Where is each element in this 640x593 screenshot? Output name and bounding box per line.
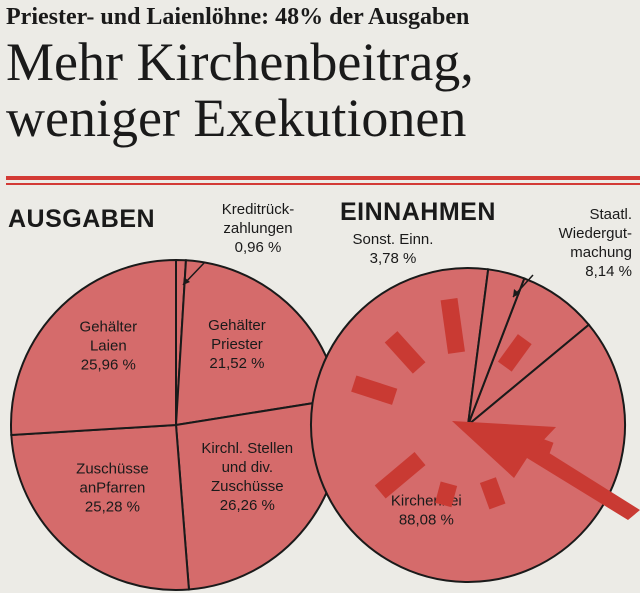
- burst-ray: [384, 331, 426, 374]
- ausgaben-slice-label-line: Priester: [211, 336, 263, 353]
- ausgaben-slice-label-line: 25,96 %: [81, 356, 136, 373]
- lbl-kredit-line: Kreditrück-: [221, 201, 295, 218]
- ausgaben-slice-label-line: 21,52 %: [209, 355, 264, 372]
- burst-ray: [497, 334, 532, 372]
- headline-line-1: Mehr Kirchenbeitrag,: [6, 32, 474, 92]
- burst-ray: [374, 452, 426, 499]
- ausgaben-slice-label: Zuschüsse anPfarren 25,28 %: [76, 460, 149, 515]
- lbl-kredit-line: zahlungen: [223, 220, 293, 237]
- ausgaben-slice-label-line: 25,28 %: [85, 498, 140, 515]
- sonst-label: Sonst. Einn. 3,78 %: [338, 230, 448, 268]
- einnahmen-slice: [467, 268, 526, 426]
- ausgaben-slice-label-line: Gehälter: [80, 318, 138, 335]
- kicker: Priester- und Laienlöhne: 48% der Ausgab…: [6, 4, 470, 30]
- burst-ray: [440, 298, 465, 354]
- lbl-sonst-line: 3,78 %: [369, 250, 417, 267]
- lbl-staatl-line: 8,14 %: [585, 263, 632, 280]
- lbl-staatl-line: Wiedergut-: [558, 225, 632, 242]
- ausgaben-slice-label-line: Laien: [90, 337, 127, 354]
- einnahmen-title: EINNAHMEN: [340, 198, 496, 226]
- einnahmen-slice-label-line: 88,08 %: [399, 512, 454, 529]
- lbl-sonst-line: Sonst. Einn.: [352, 231, 434, 248]
- ausgaben-slice-label-line: 26,26 %: [220, 497, 275, 514]
- ausgaben-slice-label-line: und div.: [222, 459, 273, 476]
- ausgaben-slice: [10, 258, 177, 437]
- ausgaben-slice-label-line: Zuschüsse: [76, 460, 149, 477]
- ausgaben-title: AUSGABEN: [8, 205, 156, 233]
- staatl-label: Staatl. Wiedergut-machung 8,14 %: [520, 205, 632, 281]
- ausgaben-slice: [10, 423, 191, 591]
- ausgaben-slice-label: Gehälter Laien 25,96 %: [80, 318, 138, 373]
- burst-ray: [479, 477, 506, 510]
- staatl-leader-arrowhead: [513, 289, 520, 297]
- burst-ray: [351, 375, 398, 405]
- lbl-staatl-line: Staatl.: [589, 206, 632, 223]
- ausgaben-slice-label-line: Zuschüsse: [211, 478, 284, 495]
- red-arrow-graphic: [452, 421, 640, 520]
- ausgaben-slice-label-line: anPfarren: [80, 479, 146, 496]
- kredit-leader-arrowhead: [183, 277, 190, 285]
- ausgaben-slice-label-line: Gehälter: [208, 317, 266, 334]
- lbl-staatl-line: machung: [570, 244, 632, 261]
- lbl-kredit-line: 0,96 %: [234, 239, 282, 256]
- red-rule-thin: [6, 183, 640, 185]
- burst-ray: [435, 481, 458, 508]
- headline: Mehr Kirchenbeitrag, weniger Exekutionen: [6, 34, 636, 146]
- red-rule: [6, 176, 640, 180]
- ausgaben-slice-label-line: Kirchl. Stellen: [201, 440, 293, 457]
- ausgaben-slice-label: Kirchl. Stellen und div. Zuschüsse 26,26 %: [201, 440, 293, 514]
- ausgaben-slice-label: Gehälter Priester 21,52 %: [208, 317, 266, 372]
- headline-line-2: weniger Exekutionen: [6, 88, 467, 148]
- kredit-label: Kreditrück-zahlungen 0,96 %: [188, 200, 328, 257]
